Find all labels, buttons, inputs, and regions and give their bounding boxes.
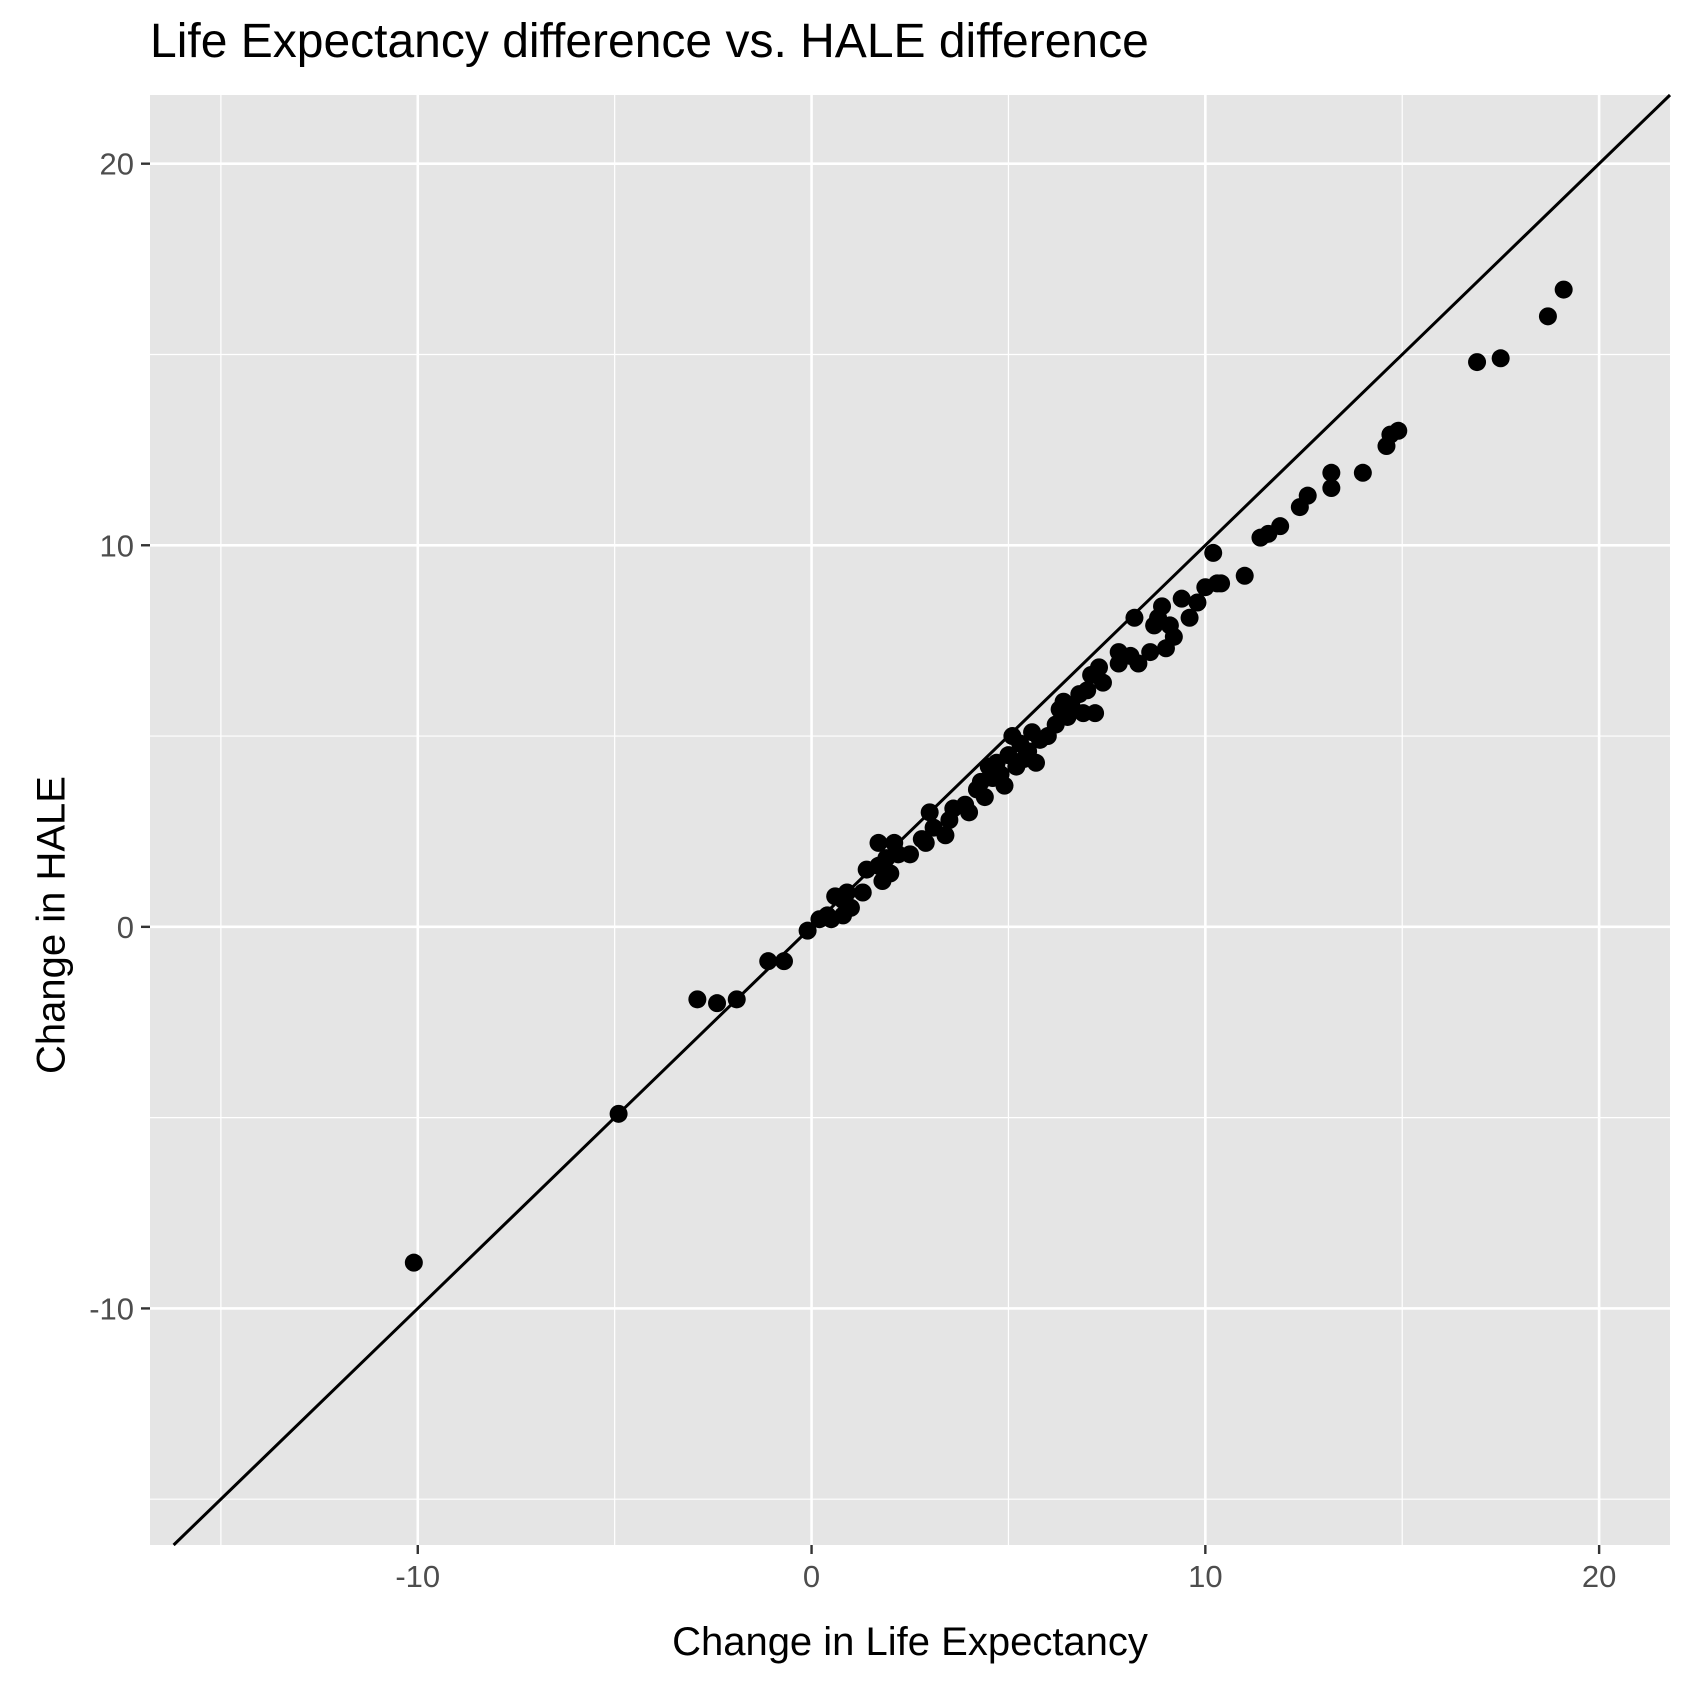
data-point <box>798 921 817 940</box>
plot-panel <box>150 95 1670 1545</box>
data-point <box>975 788 994 807</box>
data-point <box>1468 353 1487 372</box>
data-point <box>774 952 793 971</box>
data-point <box>1180 608 1199 627</box>
y-tick-label: 10 <box>100 528 134 563</box>
data-point <box>1141 643 1160 662</box>
data-point <box>916 833 935 852</box>
y-tick-label: 0 <box>117 910 134 945</box>
data-point <box>841 898 860 917</box>
data-point <box>1271 517 1290 536</box>
data-point <box>881 864 900 883</box>
data-point <box>759 952 778 971</box>
x-axis-title: Change in Life Expectancy <box>672 1620 1148 1664</box>
y-tick-label: 20 <box>100 147 134 182</box>
data-point <box>1322 479 1341 498</box>
data-point <box>609 1104 628 1123</box>
data-point <box>1554 280 1573 299</box>
data-point <box>960 803 979 822</box>
data-point <box>404 1253 423 1272</box>
data-point <box>1212 574 1231 593</box>
data-point <box>1090 658 1109 677</box>
y-axis-title: Change in HALE <box>29 776 74 1074</box>
data-point <box>1298 486 1317 505</box>
data-point <box>995 776 1014 795</box>
data-point <box>1172 589 1191 608</box>
data-point <box>1188 593 1207 612</box>
data-point <box>920 803 939 822</box>
data-point <box>727 990 746 1009</box>
data-point <box>1125 608 1144 627</box>
reference-line <box>172 93 1672 1547</box>
data-point <box>1491 349 1510 368</box>
data-point <box>1353 463 1372 482</box>
data-point <box>1153 597 1172 616</box>
data-point <box>1027 753 1046 772</box>
x-tick-label: 20 <box>1582 1559 1616 1594</box>
data-point <box>869 833 888 852</box>
data-point <box>1235 566 1254 585</box>
y-tick-label: -10 <box>89 1291 134 1326</box>
x-tick-label: 10 <box>1188 1559 1222 1594</box>
data-point <box>1164 627 1183 646</box>
data-point <box>1538 307 1557 326</box>
chart-title: Life Expectancy difference vs. HALE diff… <box>150 15 1149 68</box>
data-point <box>1078 681 1097 700</box>
data-point <box>688 990 707 1009</box>
data-point <box>1093 673 1112 692</box>
data-point <box>1322 463 1341 482</box>
data-point <box>708 994 727 1013</box>
data-point <box>853 883 872 902</box>
data-point <box>936 826 955 845</box>
data-point <box>1086 704 1105 723</box>
x-tick-label: -10 <box>395 1559 440 1594</box>
data-point <box>1129 654 1148 673</box>
data-point <box>901 845 919 864</box>
data-point <box>1389 421 1408 440</box>
x-tick-label: 0 <box>803 1559 820 1594</box>
data-point <box>1204 543 1223 562</box>
data-point <box>837 883 856 902</box>
